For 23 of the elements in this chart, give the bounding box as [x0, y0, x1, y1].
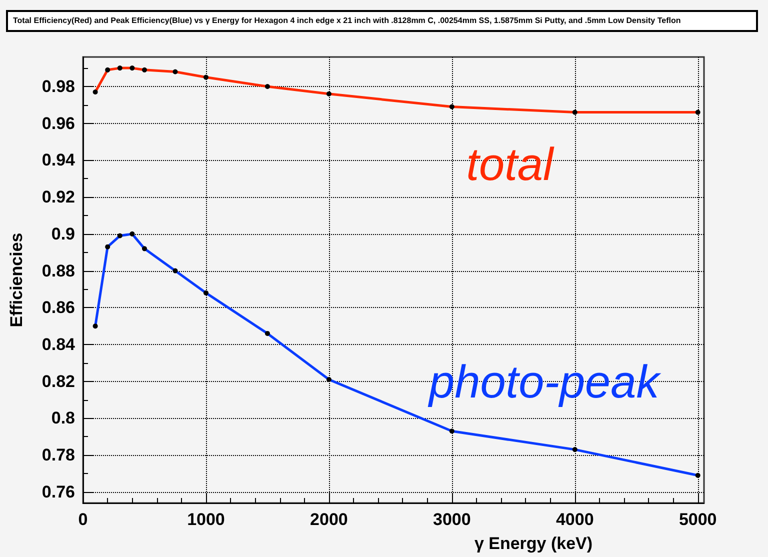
series-label: total: [466, 138, 555, 190]
chart-title: Total Efficiency(Red) and Peak Efficiency(Blue) vs γ Energy for Hexagon 4 inch edge x 21 inch with .8128mm C, .00254mm SS, 1.5875mm Si Putty, and .5mm Low Density Teflon: [6, 10, 758, 32]
y-tick-label: 0.98: [42, 76, 75, 96]
y-axis-title: Efficiencies: [7, 232, 26, 328]
y-tick-label: 0.94: [42, 150, 76, 170]
x-tick-label: 1000: [187, 510, 225, 529]
x-axis-title: γ Energy (keV): [474, 534, 593, 553]
y-tick-label: 0.9: [51, 224, 75, 244]
y-tick-label: 0.76: [42, 482, 75, 502]
y-tick-label: 0.96: [42, 114, 75, 133]
x-tick-label: 5000: [678, 510, 717, 529]
y-tick-label: 0.84: [42, 335, 76, 354]
y-tick-label: 0.8: [51, 408, 75, 428]
series-label: photo-peak: [427, 355, 662, 408]
x-tick-label: 2000: [310, 510, 348, 529]
x-tick-label: 4000: [556, 510, 594, 529]
y-tick-label: 0.88: [42, 261, 75, 280]
x-tick-label: 0: [78, 510, 88, 529]
y-tick-label: 0.78: [42, 446, 75, 465]
y-tick-label: 0.92: [42, 188, 75, 207]
y-tick-label: 0.86: [42, 298, 75, 318]
y-tick-label: 0.82: [42, 372, 75, 391]
x-tick-label: 3000: [432, 510, 471, 529]
